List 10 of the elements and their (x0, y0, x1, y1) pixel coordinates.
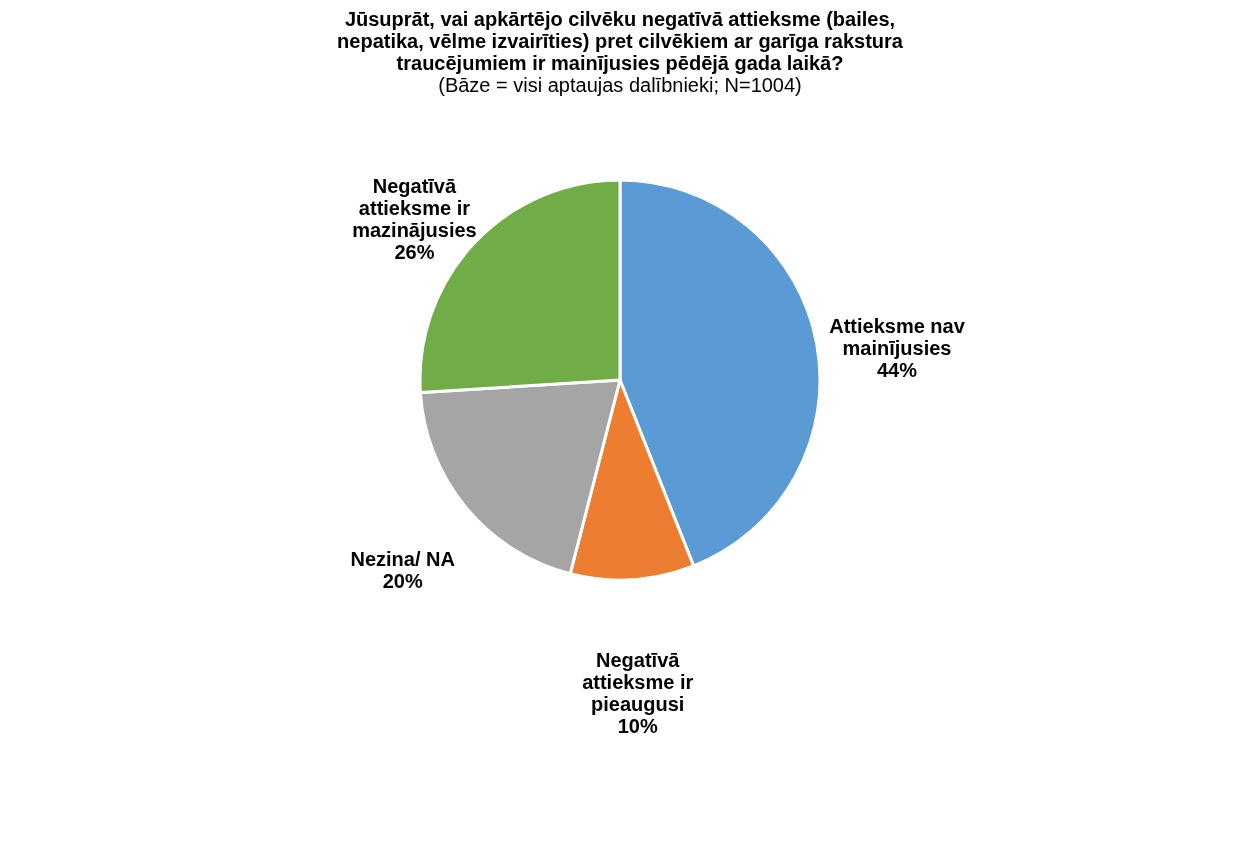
slice-label: Attieksme nav mainījusies (829, 315, 966, 360)
data-label: 26% (394, 240, 435, 263)
chart-title: Jūsuprāt, vai apkārtējo cilvēku negatīvā attieksme (bailes, nepatika, vēlme izvairīties) pret cilvēkiem ar garīga rakstura traucējumiem ir mainījusies pēdējā gada laikā? (337, 8, 904, 74)
data-label: 44% (876, 359, 918, 382)
slice-label: Negatīvā attieksme ir mazinājusies (352, 174, 477, 241)
data-label: 20% (382, 569, 423, 592)
slice-label: Nezina/ NA (350, 547, 455, 570)
data-label: 10% (617, 715, 658, 738)
slice-label: Negatīvā attieksme ir pieaugusi (582, 649, 694, 716)
chart-subtitle: (Bāze = visi aptaujas dalībnieki; N=1004) (438, 74, 802, 96)
